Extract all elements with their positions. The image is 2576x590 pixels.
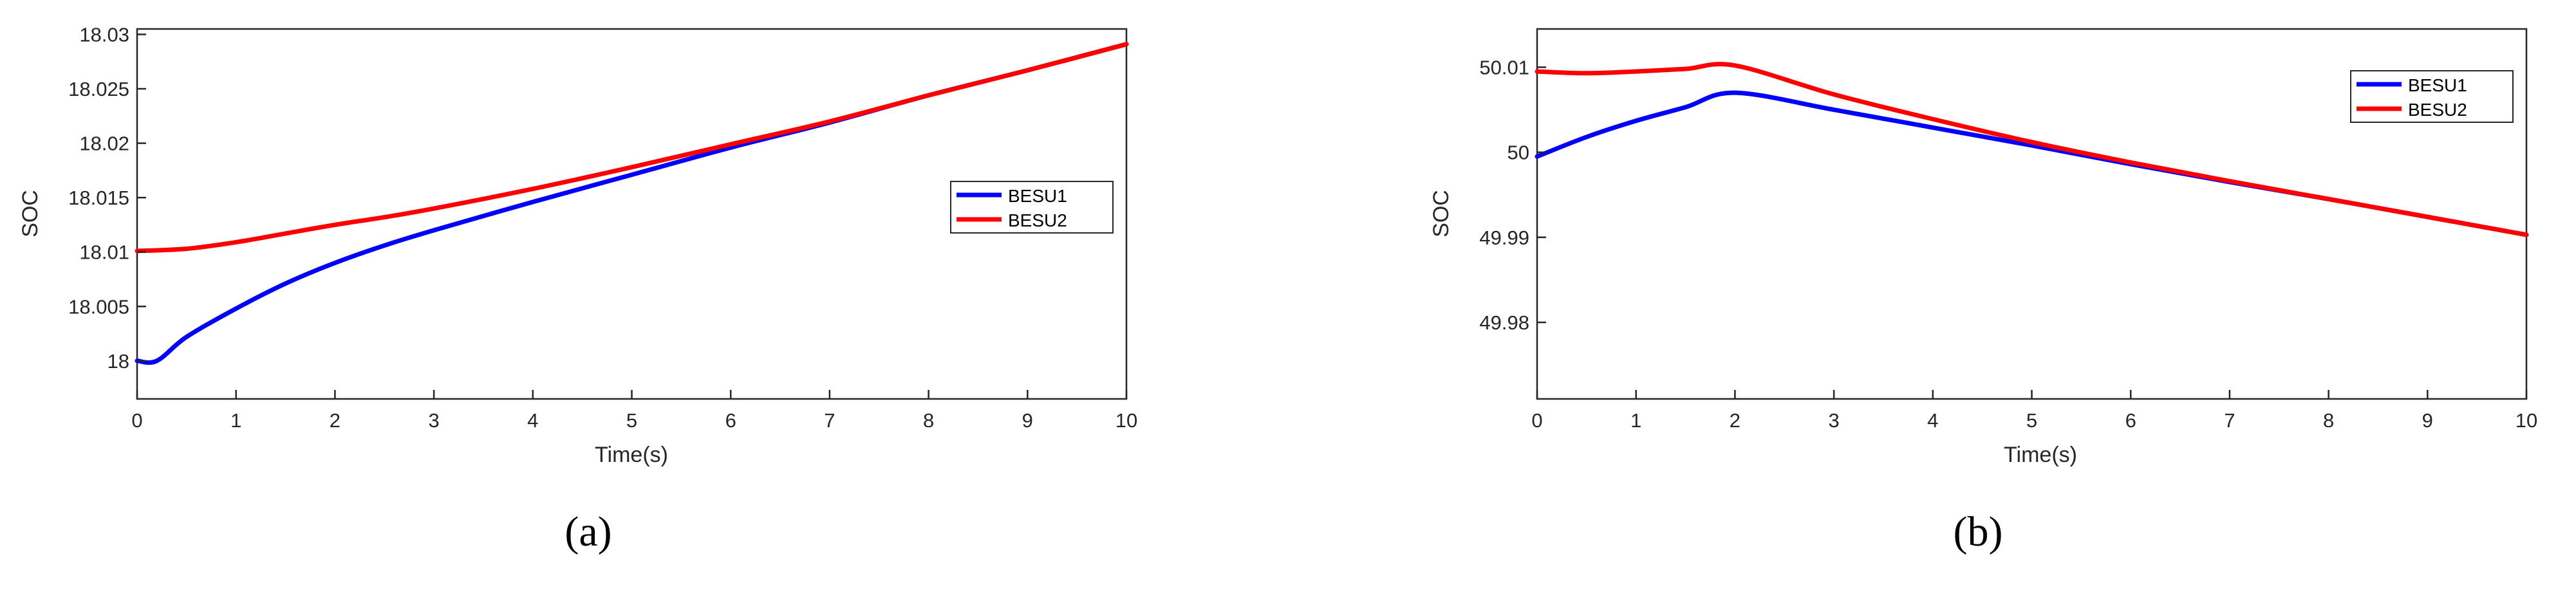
panel-a-x-tick-label: 5 xyxy=(626,409,637,432)
panel-b-x-tick-label: 9 xyxy=(2422,409,2433,432)
panel-a-x-tick-label: 8 xyxy=(923,409,934,432)
panel-b-y-tick-label: 49.98 xyxy=(1479,311,1529,334)
panel-b-x-tick-label: 5 xyxy=(2026,409,2037,432)
panel-b-x-tick-label: 4 xyxy=(1927,409,1938,432)
panel-a-series-line-besu2 xyxy=(135,42,1129,254)
panel-a-x-tick-label: 0 xyxy=(131,409,142,432)
panel-b-series-line-besu2 xyxy=(1535,62,2529,237)
panel-a-series-layer xyxy=(135,42,1129,365)
panel-a-y-tick-label: 18.01 xyxy=(79,241,129,264)
panel-a-legend-label-besu1: BESU1 xyxy=(1008,186,1067,206)
panel-a-y-tick-label: 18.025 xyxy=(68,78,129,100)
panel-a-x-tick-label: 1 xyxy=(230,409,241,432)
panel-b-y-tick-label: 50.01 xyxy=(1479,56,1529,78)
panel-b-ticks-layer: 0 1 2 3 4 5 6 7 8 9 10 49.98 49.99 50 50.01 xyxy=(1479,56,2537,432)
panel-b-y-axis-label: SOC xyxy=(1429,190,1453,237)
chart-panel-b: 0 1 2 3 4 5 6 7 8 9 10 49.98 49.99 50 50.01 Time(s) SO… xyxy=(1429,28,2537,555)
panel-b-y-tick-label: 49.99 xyxy=(1479,226,1529,249)
panel-a-y-tick-label: 18 xyxy=(107,350,129,373)
panel-b-label: (b) xyxy=(1954,508,2003,555)
panel-b-x-tick-label: 6 xyxy=(2125,409,2136,432)
panel-b-x-axis-label: Time(s) xyxy=(2004,443,2077,467)
panel-a-x-tick-label: 6 xyxy=(725,409,736,432)
panel-b-x-tick-label: 3 xyxy=(1828,409,1839,432)
panel-a-x-tick-label: 2 xyxy=(330,409,341,432)
panel-a-legend: BESU1 BESU2 xyxy=(950,181,1114,234)
panel-a-x-tick-label: 7 xyxy=(824,409,835,432)
panel-a-x-axis-label: Time(s) xyxy=(595,443,668,467)
panel-b-series-layer xyxy=(1535,62,2529,237)
panel-b-x-tick-label: 7 xyxy=(2224,409,2235,432)
panel-b-x-tick-label: 0 xyxy=(1531,409,1542,432)
panel-b-legend: BESU1 BESU2 xyxy=(2350,70,2514,123)
panel-a-y-tick-label: 18.03 xyxy=(79,23,129,46)
panel-b-x-tick-label: 2 xyxy=(1730,409,1741,432)
panel-b-legend-box xyxy=(2350,70,2514,123)
panel-a-legend-label-besu2: BESU2 xyxy=(1008,210,1067,230)
panel-a-x-tick-label: 3 xyxy=(428,409,439,432)
panel-a-y-tick-label: 18.015 xyxy=(68,187,129,209)
panel-a-label: (a) xyxy=(565,508,611,555)
panel-a-y-tick-label: 18.005 xyxy=(68,295,129,318)
panel-a-x-tick-label: 10 xyxy=(1115,409,1137,432)
panel-a-y-axis-label: SOC xyxy=(18,190,42,237)
panel-b-x-tick-label: 8 xyxy=(2323,409,2334,432)
panel-b-x-tick-label: 10 xyxy=(2515,409,2537,432)
panel-a-x-tick-label: 4 xyxy=(527,409,538,432)
panel-a-ticks-layer: 0 1 2 3 4 5 6 7 8 9 10 18 18.005 18.01 18.015 18.02 18.0… xyxy=(68,23,1137,432)
chart-panel-a: 0 1 2 3 4 5 6 7 8 9 10 18 18.005 18.01 18.015 18.02 18.0… xyxy=(18,23,1137,555)
panel-b-legend-label-besu2: BESU2 xyxy=(2408,100,2467,120)
panel-b-x-tick-label: 1 xyxy=(1630,409,1641,432)
panel-a-x-tick-label: 9 xyxy=(1022,409,1033,432)
panel-a-y-tick-label: 18.02 xyxy=(79,133,129,155)
panel-a-legend-box xyxy=(950,181,1114,234)
panel-b-y-tick-label: 50 xyxy=(1507,142,1529,164)
panel-b-legend-label-besu1: BESU1 xyxy=(2408,75,2467,95)
